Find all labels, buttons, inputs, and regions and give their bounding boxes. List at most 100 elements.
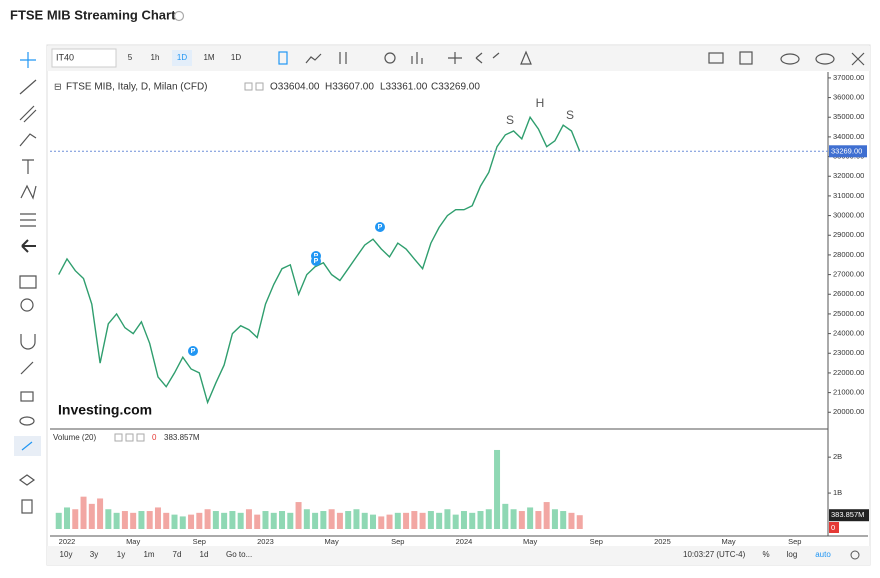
volume-bar (121, 511, 128, 529)
interval-button[interactable]: 1D (177, 53, 187, 62)
page-title: FTSE MIB Streaming Chart (10, 7, 176, 22)
layers-tool[interactable] (18, 474, 36, 486)
y-tick-label: 22000.00 (833, 368, 864, 377)
indicator-icon[interactable] (411, 52, 423, 64)
volume-bar (196, 512, 203, 529)
symbol-box[interactable] (51, 48, 117, 68)
annotation: P (191, 348, 196, 355)
volume-bar (345, 511, 352, 529)
bar-icon[interactable] (339, 52, 347, 64)
channel-tool[interactable] (19, 105, 37, 123)
y-tick-label: 31000.00 (833, 191, 864, 200)
range-button[interactable]: 10y (60, 550, 73, 559)
interval-button[interactable]: 1D (231, 53, 241, 62)
legend-btn[interactable] (255, 82, 264, 91)
alert-icon[interactable] (520, 50, 532, 65)
volume-bar (163, 512, 170, 529)
y-tick-label: 36000.00 (833, 93, 864, 102)
volume-bar (576, 515, 583, 529)
y-tick-label: 29000.00 (833, 230, 864, 239)
volume-bar (179, 516, 186, 529)
annotation: P (314, 258, 319, 265)
x-tick-label: Sep (193, 537, 206, 546)
scale-option[interactable]: log (787, 550, 798, 559)
eye-tool[interactable] (19, 416, 35, 426)
volume-bar (88, 503, 95, 529)
symbol: IT40 (56, 52, 74, 62)
volume-bar (403, 512, 410, 529)
back-tool[interactable] (21, 239, 36, 253)
x-tick-label: 2022 (59, 537, 76, 546)
x-tick-label: 2023 (257, 537, 274, 546)
volume-bar (336, 512, 343, 529)
interval-button[interactable]: 5 (128, 53, 133, 62)
volume-bar (312, 512, 319, 529)
scale-option[interactable]: auto (815, 550, 831, 559)
interval-button[interactable]: 1h (151, 53, 160, 62)
pattern-tool[interactable] (20, 184, 37, 200)
range-button[interactable]: 1d (200, 550, 209, 559)
color-icon[interactable] (739, 51, 753, 65)
settings-icon[interactable] (384, 52, 396, 64)
line-icon[interactable] (305, 53, 322, 64)
range-button[interactable]: 1y (117, 550, 125, 559)
crosshair-tool[interactable] (20, 52, 36, 68)
settings-button[interactable] (850, 550, 860, 560)
zoom-tool[interactable] (20, 298, 34, 312)
volume-bar (245, 509, 252, 529)
legend-btn[interactable] (114, 433, 123, 442)
fib-tool[interactable] (20, 213, 36, 227)
measure-tool[interactable] (19, 275, 37, 289)
y-tick-label: 35000.00 (833, 112, 864, 121)
magnet-tool[interactable] (20, 334, 36, 350)
volume-bar (64, 507, 70, 529)
undo-redo-icon[interactable] (475, 52, 500, 64)
scale-option[interactable]: % (762, 550, 769, 559)
volume-zero: 0 (152, 433, 157, 442)
series-name: FTSE MIB, Italy, D, Milan (CFD) (66, 82, 208, 93)
brush-tool[interactable] (19, 133, 37, 147)
compare-icon[interactable] (448, 52, 462, 64)
goto-button[interactable]: Go to... (226, 550, 252, 559)
cloud-load-icon[interactable] (780, 53, 800, 65)
cloud-save-icon[interactable] (815, 53, 835, 65)
legend-toggle[interactable]: ⊟ (54, 81, 62, 91)
x-tick-label: Sep (788, 537, 801, 546)
legend-btn[interactable] (136, 433, 145, 442)
volume-bar (97, 498, 104, 529)
trash-tool[interactable] (21, 499, 33, 514)
volume-bar (229, 511, 236, 529)
volume-bar (328, 509, 335, 529)
volume-bar (171, 514, 178, 529)
volume-name: Volume (20) (53, 433, 96, 442)
line-tool[interactable] (19, 79, 37, 95)
annotation: S (566, 108, 574, 122)
legend-btn[interactable] (244, 82, 253, 91)
volume-bar (221, 512, 228, 529)
volume-bar (436, 512, 443, 529)
volume-bar (270, 512, 277, 529)
range-button[interactable]: 7d (173, 550, 182, 559)
link-tool[interactable] (21, 441, 33, 451)
last-volume-label: 383.857M (831, 510, 864, 519)
camera-icon[interactable] (708, 52, 724, 64)
y2-tick-label: 1B (833, 488, 842, 497)
range-button[interactable]: 3y (90, 550, 98, 559)
volume-bar (477, 511, 484, 529)
draw-lock-tool[interactable] (20, 361, 34, 375)
y-tick-label: 37000.00 (833, 73, 864, 82)
text-tool[interactable] (22, 159, 34, 174)
volume-bar (551, 509, 558, 529)
info-icon[interactable] (173, 10, 185, 22)
interval-button[interactable]: 1M (203, 53, 214, 62)
fullscreen-icon[interactable] (851, 52, 865, 66)
candle-icon[interactable] (278, 51, 288, 65)
range-button[interactable]: 1m (143, 550, 154, 559)
volume-bar (369, 514, 376, 529)
legend-btn[interactable] (125, 433, 134, 442)
lock-tool[interactable] (20, 391, 34, 402)
volume-bar (568, 512, 575, 529)
ohlc-value: C33269.00 (431, 82, 480, 93)
volume-bar (361, 512, 368, 529)
